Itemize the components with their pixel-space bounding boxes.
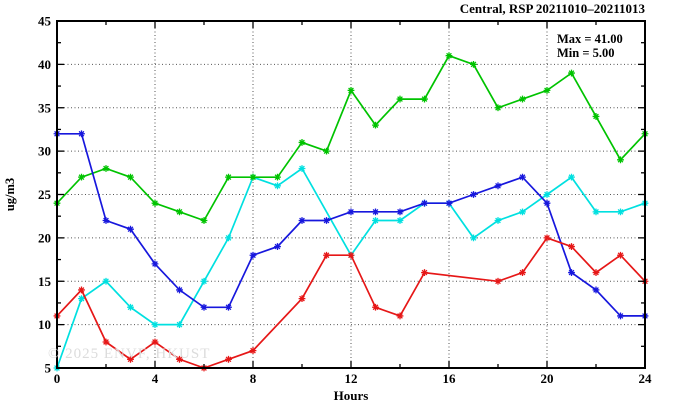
series-layer [53,52,649,372]
y-tick-label: 45 [38,14,52,29]
chart-title: Central, RSP 20211010–20211013 [460,1,646,16]
y-tick-label: 10 [38,317,51,332]
x-tick-label: 0 [54,371,61,386]
x-axis-label: Hours [334,388,369,403]
y-tick-label: 30 [38,144,51,159]
y-axis-label: ug/m3 [3,178,17,211]
x-tick-label: 8 [250,371,257,386]
y-tick-label: 20 [38,230,51,245]
series-cyan-line [56,167,646,369]
x-tick-label: 4 [152,371,159,386]
x-tick-label: 12 [345,371,358,386]
series-green-line [56,54,646,222]
series-red-line [56,236,646,369]
series-green-markers [53,52,649,224]
watermark: © 2025 ENVF, HKUST [48,346,210,362]
tick-label-layer: 5 10 15 20 25 30 35 40 45 0 4 8 12 16 20 24 [38,14,652,387]
grid-layer [57,21,645,368]
min-annotation: Min = 5.00 [557,46,614,60]
max-annotation: Max = 41.00 [557,32,623,46]
y-tick-label: 25 [38,187,52,202]
y-tick-label: 5 [45,361,52,376]
x-tick-label: 20 [541,371,554,386]
axis-layer [56,20,646,369]
x-tick-label: 24 [639,371,653,386]
y-tick-label: 15 [38,274,52,289]
y-tick-label: 40 [38,57,51,72]
y-tick-label: 35 [38,100,52,115]
x-tick-label: 16 [443,371,457,386]
